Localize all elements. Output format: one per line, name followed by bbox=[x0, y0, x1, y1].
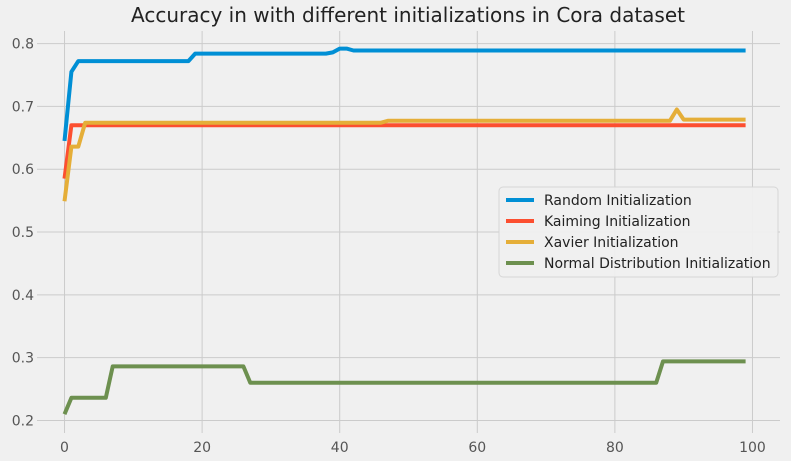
y-tick-label: 0.6 bbox=[12, 162, 34, 178]
chart-title: Accuracy in with different initializatio… bbox=[131, 3, 685, 27]
y-tick-label: 0.2 bbox=[12, 413, 34, 429]
legend-label: Random Initialization bbox=[544, 193, 692, 209]
y-tick-label: 0.4 bbox=[12, 288, 34, 304]
series-line-0 bbox=[62, 46, 746, 142]
x-tick-label: 80 bbox=[606, 440, 624, 456]
y-tick-label: 0.7 bbox=[12, 99, 34, 115]
legend-label: Kaiming Initialization bbox=[544, 214, 691, 230]
legend-label: Xavier Initialization bbox=[544, 235, 679, 251]
series-line-2 bbox=[62, 107, 746, 202]
x-tick-label: 60 bbox=[468, 440, 486, 456]
series-line-3 bbox=[62, 359, 746, 415]
x-tick-label: 100 bbox=[739, 440, 766, 456]
series-line-1 bbox=[62, 123, 746, 179]
y-tick-label: 0.5 bbox=[12, 225, 34, 241]
series-lines bbox=[62, 46, 746, 415]
x-tick-label: 20 bbox=[193, 440, 211, 456]
legend-label: Normal Distribution Initialization bbox=[544, 256, 771, 272]
legend-box bbox=[498, 186, 779, 278]
x-tick-label: 40 bbox=[331, 440, 349, 456]
axis-ticks: 0.2 0.3 0.4 0.5 0.6 0.7 0.8 0 20 40 60 80 100 bbox=[12, 37, 766, 456]
x-tick-label: 0 bbox=[60, 440, 69, 456]
y-tick-label: 0.8 bbox=[12, 37, 34, 53]
legend: Random Initialization Kaiming Initializat… bbox=[498, 186, 779, 278]
y-tick-label: 0.3 bbox=[12, 351, 34, 367]
